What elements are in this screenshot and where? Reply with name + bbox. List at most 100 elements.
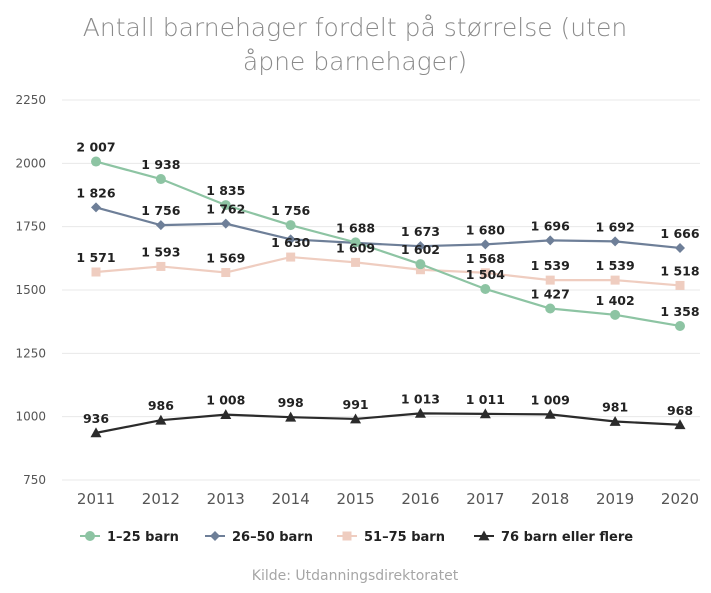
legend-item: 1–25 barn bbox=[80, 530, 179, 545]
x-tick-label: 2019 bbox=[596, 490, 634, 508]
data-labels: 2 007 1 938 1 835 1 756 1 688 1 602 1 504 1 427… bbox=[76, 140, 699, 426]
legend-item: 26–50 barn bbox=[205, 530, 313, 545]
data-label: 1 835 bbox=[206, 183, 245, 198]
data-point bbox=[285, 411, 297, 422]
x-tick-label: 2015 bbox=[336, 490, 374, 508]
data-label: 1 756 bbox=[271, 203, 310, 218]
data-point bbox=[479, 408, 491, 419]
data-label: 1 569 bbox=[206, 251, 245, 266]
y-axis-ticks: 2250 2000 1750 1500 1250 1000 750 bbox=[15, 93, 46, 487]
data-point bbox=[220, 218, 231, 229]
x-tick-label: 2011 bbox=[77, 490, 115, 508]
data-point bbox=[609, 415, 621, 426]
legend-label: 26–50 barn bbox=[232, 530, 313, 545]
chart-title: Antall barnehager fordelt på størrelse (… bbox=[83, 13, 627, 76]
series-line bbox=[95, 255, 681, 287]
data-point bbox=[415, 241, 426, 252]
data-point bbox=[285, 234, 296, 245]
series-3 bbox=[91, 252, 685, 290]
legend-label: 1–25 barn bbox=[107, 530, 179, 545]
data-label: 1 008 bbox=[206, 393, 245, 408]
data-point bbox=[91, 202, 101, 213]
x-tick-label: 2017 bbox=[466, 490, 504, 508]
data-label: 998 bbox=[278, 395, 304, 410]
data-point bbox=[155, 220, 166, 231]
data-point bbox=[156, 261, 166, 271]
data-label: 1 539 bbox=[596, 258, 635, 273]
data-label: 991 bbox=[343, 397, 369, 412]
data-point bbox=[544, 408, 556, 419]
data-point bbox=[610, 275, 620, 285]
data-label: 968 bbox=[667, 403, 693, 418]
y-tick-label: 2250 bbox=[15, 93, 46, 107]
data-label: 1 692 bbox=[596, 219, 635, 234]
data-label: 1 009 bbox=[531, 392, 570, 407]
series-line bbox=[95, 206, 681, 250]
legend-label: 76 barn eller flere bbox=[501, 530, 633, 545]
data-point bbox=[610, 309, 621, 320]
data-point bbox=[480, 283, 491, 294]
data-point bbox=[480, 239, 491, 250]
data-label: 1 568 bbox=[466, 251, 505, 266]
data-label: 1 688 bbox=[336, 220, 375, 235]
y-tick-label: 1500 bbox=[15, 283, 46, 297]
legend-marker bbox=[478, 530, 490, 541]
data-label: 1 358 bbox=[660, 304, 699, 319]
data-point bbox=[221, 268, 231, 278]
series-4 bbox=[90, 407, 686, 438]
series-lines bbox=[90, 156, 686, 438]
x-tick-label: 2016 bbox=[401, 490, 439, 508]
data-point bbox=[286, 252, 296, 262]
x-tick-label: 2013 bbox=[207, 490, 245, 508]
data-label: 1 013 bbox=[401, 391, 440, 406]
legend-item: 76 barn eller flere bbox=[474, 530, 633, 545]
legend-marker bbox=[342, 531, 352, 541]
series-1 bbox=[91, 156, 685, 331]
data-point bbox=[90, 427, 102, 438]
chart-title-line-1: Antall barnehager fordelt på størrelse (… bbox=[83, 13, 627, 42]
data-label: 1 504 bbox=[466, 267, 505, 282]
data-label: 1 673 bbox=[401, 224, 440, 239]
data-label: 1 539 bbox=[531, 258, 570, 273]
y-tick-label: 1250 bbox=[15, 346, 46, 360]
source-note: Kilde: Utdanningsdirektoratet bbox=[252, 568, 459, 584]
legend-marker bbox=[85, 531, 95, 541]
x-tick-label: 2020 bbox=[661, 490, 699, 508]
data-point bbox=[91, 156, 101, 167]
legend: 1–25 barn 26–50 barn 51–75 barn 76 barn ell… bbox=[80, 530, 633, 545]
data-label: 1 762 bbox=[206, 202, 245, 217]
x-tick-label: 2012 bbox=[142, 490, 180, 508]
y-tick-label: 2000 bbox=[15, 156, 46, 170]
data-label: 981 bbox=[602, 399, 628, 414]
data-label: 1 011 bbox=[466, 392, 505, 407]
data-point bbox=[545, 235, 556, 246]
data-label: 1 609 bbox=[336, 240, 375, 255]
data-point bbox=[91, 267, 101, 277]
data-point bbox=[675, 242, 685, 253]
data-label: 2 007 bbox=[76, 140, 115, 155]
data-point bbox=[675, 320, 685, 331]
series-line bbox=[95, 412, 681, 434]
legend-label: 51–75 barn bbox=[364, 530, 445, 545]
data-label: 1 826 bbox=[76, 185, 115, 200]
data-point bbox=[610, 236, 621, 247]
data-label: 986 bbox=[148, 398, 174, 413]
data-point bbox=[480, 268, 490, 278]
legend-marker bbox=[210, 531, 220, 541]
data-point bbox=[350, 237, 361, 248]
series-2 bbox=[91, 202, 685, 253]
data-point bbox=[415, 259, 426, 270]
data-point bbox=[220, 409, 232, 420]
data-point bbox=[545, 275, 555, 285]
data-label: 1 602 bbox=[401, 242, 440, 257]
legend-item: 51–75 barn bbox=[337, 530, 445, 545]
series-line bbox=[95, 160, 681, 328]
data-point bbox=[545, 303, 556, 314]
data-point bbox=[674, 419, 686, 430]
data-label: 1 630 bbox=[271, 235, 310, 250]
data-label: 1 680 bbox=[466, 222, 505, 237]
data-label: 1 756 bbox=[141, 203, 180, 218]
x-tick-label: 2014 bbox=[272, 490, 310, 508]
data-point bbox=[415, 265, 425, 275]
